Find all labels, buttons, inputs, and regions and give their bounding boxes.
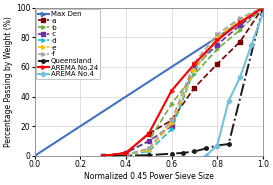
·d [170, 128, 173, 130]
·e [147, 149, 150, 151]
·d [147, 150, 150, 153]
Queensland [261, 6, 265, 9]
·c [170, 125, 173, 127]
·d [124, 153, 127, 156]
AREMA No.4 [216, 144, 219, 147]
X-axis label: Normalized 0.45 Power Sieve Size: Normalized 0.45 Power Sieve Size [84, 172, 214, 181]
AREMA No.24 [170, 90, 173, 92]
Line: ·c: ·c [101, 6, 265, 158]
·e [216, 36, 219, 38]
·e [124, 153, 127, 156]
·c [147, 140, 150, 142]
AREMA No.4 [261, 12, 265, 15]
·c [216, 44, 219, 46]
·a [124, 152, 127, 154]
·a [102, 155, 105, 157]
·a [261, 6, 265, 9]
Line: AREMA No.4: AREMA No.4 [204, 12, 265, 158]
·a [170, 119, 173, 121]
·a [238, 41, 242, 43]
Queensland [204, 147, 207, 150]
Legend: Max Den, ·a, ·b, ·c, ·d, ·e, ·f, Queensland, AREMA No.24, AREMA No.4: Max Den, ·a, ·b, ·c, ·d, ·e, ·f, Queensl… [36, 9, 100, 80]
·b [193, 73, 196, 75]
Line: ·b: ·b [101, 6, 265, 158]
Line: ·a: ·a [101, 6, 265, 158]
·f [170, 119, 173, 121]
AREMA No.24 [216, 39, 219, 41]
Queensland [216, 144, 219, 147]
·f [238, 17, 242, 19]
·b [124, 152, 127, 154]
Queensland [227, 143, 230, 145]
·f [261, 6, 265, 9]
AREMA No.4 [250, 44, 253, 46]
AREMA No.4 [238, 76, 242, 78]
Line: ·d: ·d [113, 6, 265, 158]
·f [216, 33, 219, 36]
·b [147, 140, 150, 142]
Line: AREMA No.24: AREMA No.24 [101, 6, 265, 158]
·b [238, 29, 242, 31]
·c [261, 6, 265, 9]
Queensland [193, 150, 196, 153]
·f [113, 155, 116, 157]
AREMA No.24 [261, 6, 265, 9]
·d [113, 155, 116, 157]
·e [170, 122, 173, 124]
·f [147, 147, 150, 150]
·d [216, 39, 219, 41]
·a [216, 63, 219, 65]
Line: ·f: ·f [113, 6, 265, 158]
·e [261, 6, 265, 9]
AREMA No.4 [227, 100, 230, 102]
·b [102, 155, 105, 157]
·a [193, 87, 196, 89]
·b [170, 103, 173, 105]
AREMA No.24 [193, 63, 196, 65]
·c [238, 24, 242, 27]
AREMA No.24 [102, 155, 105, 157]
·c [124, 152, 127, 154]
·d [261, 6, 265, 9]
·c [193, 66, 196, 68]
·e [193, 69, 196, 71]
AREMA No.4 [204, 155, 207, 157]
Queensland [147, 154, 150, 156]
·d [193, 69, 196, 71]
Line: ·e: ·e [113, 6, 265, 158]
Queensland [170, 153, 173, 155]
·c [102, 155, 105, 157]
Line: Queensland: Queensland [113, 6, 265, 158]
·f [124, 153, 127, 156]
Y-axis label: Percentage Passing by Weight (%): Percentage Passing by Weight (%) [4, 16, 13, 147]
AREMA No.24 [147, 132, 150, 135]
·e [238, 18, 242, 21]
·f [193, 61, 196, 64]
AREMA No.24 [124, 152, 127, 154]
AREMA No.24 [238, 21, 242, 24]
·b [261, 6, 265, 9]
Queensland [113, 155, 116, 157]
·e [113, 155, 116, 157]
·b [216, 48, 219, 50]
·d [238, 21, 242, 24]
Queensland [181, 152, 185, 154]
·a [147, 132, 150, 135]
